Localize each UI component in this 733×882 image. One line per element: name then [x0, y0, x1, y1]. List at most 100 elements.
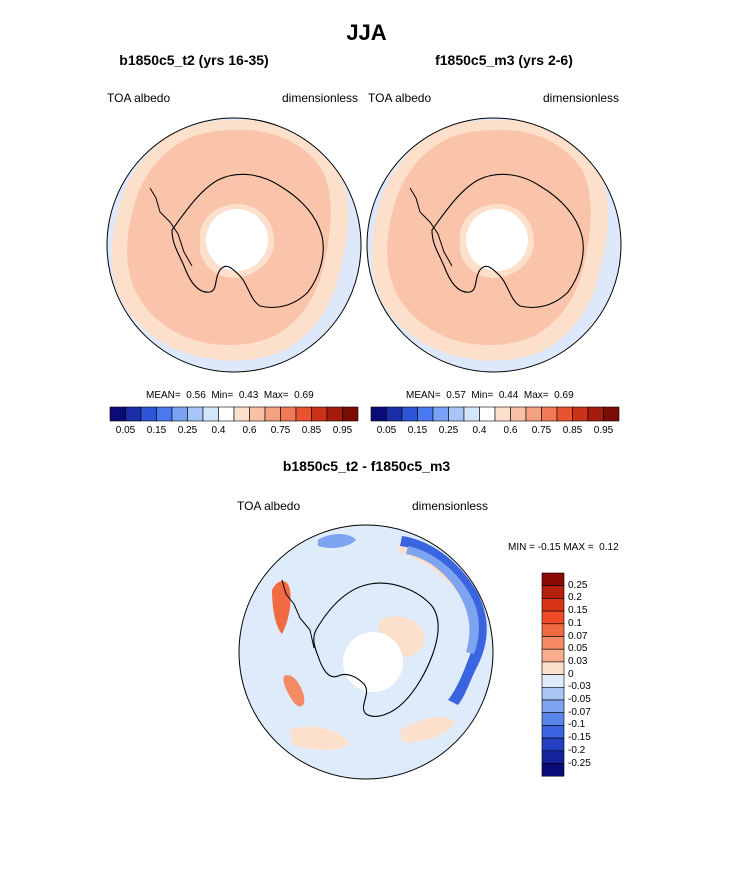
- diff-colorbar-cell: [541, 763, 565, 777]
- right-colorbar-tick-label: 0.25: [438, 425, 459, 436]
- diff-colorbar-cell: [541, 750, 565, 764]
- right-colorbar-tick-label: 0.05: [376, 425, 397, 436]
- left-colorbar-cell: [202, 406, 219, 422]
- left-colorbar-tick-label: 0.05: [115, 425, 136, 436]
- diff-colorbar-tick-label: -0.07: [568, 706, 591, 718]
- right-colorbar-cell: [401, 406, 418, 422]
- left-colorbar-cell: [249, 406, 266, 422]
- right-colorbar-cell: [386, 406, 403, 422]
- diff-colorbar-tick-label: 0.05: [568, 643, 588, 655]
- diff-map-pole-hole: [343, 632, 403, 692]
- right-colorbar-cell: [494, 406, 511, 422]
- diff-colorbar-cell: [541, 572, 565, 586]
- left-min-value: 0.43: [238, 390, 259, 401]
- diff-colorbar-tick-label: -0.1: [568, 719, 586, 731]
- diff-min-label: MIN =: [508, 542, 535, 553]
- right-min-label: Min=: [471, 390, 494, 401]
- diff-colorbar-tick-label: -0.2: [568, 744, 586, 756]
- right-colorbar-cell: [603, 406, 620, 422]
- right-map-pole-hole: [466, 209, 528, 271]
- diff-colorbar-cell: [541, 737, 565, 752]
- right-colorbar-tick-label: 0.6: [503, 425, 518, 436]
- right-max-label: Max=: [523, 390, 549, 401]
- diff-map-peninsula: [281, 579, 315, 649]
- diff-max-label: MAX =: [563, 542, 594, 553]
- diff-colorbar-tick-label: 0.15: [568, 605, 588, 617]
- left-colorbar-tick-label: 0.6: [242, 425, 257, 436]
- diff-colorbar-cell: [541, 598, 565, 612]
- right-colorbar: [370, 406, 620, 422]
- diff-colorbar-cell: [541, 648, 565, 663]
- left-colorbar-cell: [326, 406, 343, 422]
- left-colorbar-cell: [295, 406, 312, 422]
- left-map-peninsula: [149, 187, 193, 267]
- right-colorbar-cell: [479, 406, 496, 422]
- diff-panel-title: b1850c5_t2 - f1850c5_m3: [282, 458, 451, 474]
- right-colorbar-tick-label: 0.75: [531, 425, 552, 436]
- diff-colorbar-tick-label: -0.25: [568, 757, 591, 769]
- diff-colorbar-tick-label: -0.03: [568, 681, 591, 693]
- left-map-boundary: [106, 117, 362, 373]
- diff-map-positive-patch-southeast: [400, 716, 455, 743]
- right-colorbar-cell: [556, 406, 573, 422]
- left-colorbar-tick-label: 0.4: [211, 425, 226, 436]
- diff-variable-label: TOA albedo: [237, 499, 301, 513]
- left-colorbar: [109, 406, 359, 422]
- left-colorbar-tick-label: 0.15: [146, 425, 167, 436]
- diff-map-positive-patch-south: [290, 726, 350, 750]
- left-colorbar-cell: [311, 406, 328, 422]
- left-colorbar-tick-label: 0.95: [332, 425, 353, 436]
- diff-colorbar: [541, 572, 565, 777]
- diff-colorbar-cell: [541, 674, 565, 688]
- left-max-label: Max=: [263, 390, 289, 401]
- diff-colorbar-tick-label: 0: [568, 668, 574, 680]
- diff-max-value: 0.12: [599, 542, 619, 553]
- diff-colorbar-cell: [541, 623, 565, 637]
- diff-colorbar-cell: [541, 712, 565, 726]
- right-colorbar-cell: [370, 406, 387, 422]
- right-units-label: dimensionless: [543, 91, 620, 105]
- right-colorbar-tick-label: 0.85: [562, 425, 583, 436]
- left-map: [107, 118, 361, 372]
- left-colorbar-cell: [233, 406, 250, 422]
- diff-units-label: dimensionless: [412, 499, 489, 513]
- right-colorbar-cell: [510, 406, 527, 422]
- diff-map-blue-arc-east: [400, 536, 487, 705]
- diff-colorbar-tick-label: 0.2: [568, 592, 582, 604]
- right-colorbar-tick-label: 0.95: [593, 425, 614, 436]
- right-colorbar-cell: [432, 406, 449, 422]
- right-map-coastline: [431, 173, 584, 309]
- right-colorbar-cell: [572, 406, 589, 422]
- left-min-label: Min=: [211, 390, 234, 401]
- diff-colorbar-cell: [541, 699, 565, 713]
- left-colorbar-cell: [264, 406, 281, 422]
- left-colorbar-cell: [171, 406, 188, 422]
- diff-map-red-patch-southwest: [283, 675, 305, 707]
- left-mean-label: MEAN=: [146, 390, 181, 401]
- right-map-peninsula: [409, 187, 453, 267]
- right-colorbar-cell: [448, 406, 465, 422]
- left-colorbar-cell: [140, 406, 157, 422]
- right-colorbar-cell: [463, 406, 480, 422]
- right-stats: MEAN= 0.57 Min= 0.44 Max= 0.69: [406, 390, 574, 401]
- diff-colorbar-tick-label: -0.15: [568, 732, 591, 744]
- left-colorbar-cell: [280, 406, 297, 422]
- left-colorbar-cell: [156, 406, 173, 422]
- diff-colorbar-tick-label: -0.05: [568, 694, 591, 705]
- left-map-coastline: [171, 173, 324, 309]
- left-colorbar-cell: [218, 406, 235, 422]
- left-panel-title: b1850c5_t2 (yrs 16-35): [119, 52, 269, 68]
- diff-colorbar-tick-label: 0.07: [568, 630, 588, 642]
- diff-colorbar-cell: [541, 636, 565, 650]
- right-colorbar-cell: [541, 406, 558, 422]
- right-variable-label: TOA albedo: [368, 91, 432, 105]
- diff-colorbar-tick-label: 0.1: [568, 617, 582, 629]
- diff-stats: MIN = -0.15 MAX = 0.12: [508, 542, 619, 553]
- right-panel-title: f1850c5_m3 (yrs 2-6): [435, 52, 573, 68]
- left-max-value: 0.69: [294, 390, 314, 401]
- right-map: [367, 118, 621, 372]
- right-colorbar-tick-label: 0.4: [472, 425, 487, 436]
- figure-title: JJA: [346, 20, 387, 45]
- right-colorbar-cell: [417, 406, 434, 422]
